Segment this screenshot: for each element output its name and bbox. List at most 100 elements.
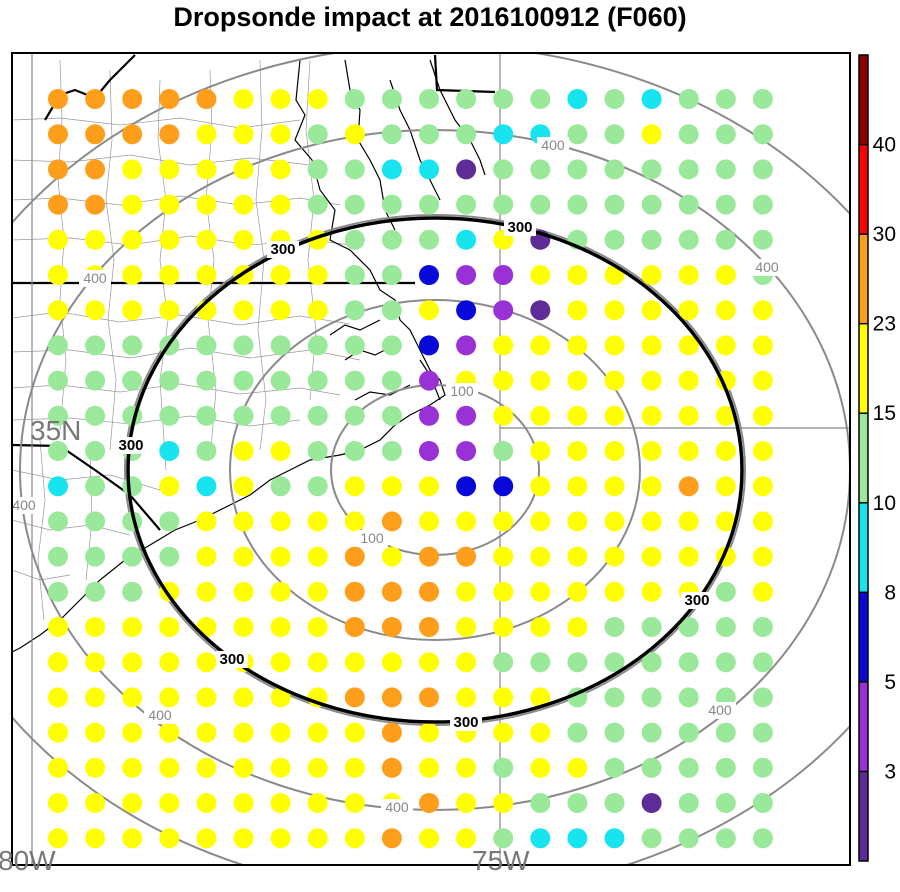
dropsonde-dot — [122, 546, 143, 567]
dropsonde-dot — [641, 370, 662, 391]
dropsonde-dot — [233, 335, 254, 356]
dropsonde-dot — [48, 194, 68, 215]
contour-label-bg — [450, 714, 482, 731]
lat-label-35n: 35N — [30, 415, 81, 446]
contour-label-bg — [115, 437, 147, 454]
dropsonde-dot — [233, 194, 254, 215]
dropsonde-dot — [159, 124, 180, 145]
dropsonde-dot — [604, 159, 625, 180]
dropsonde-dot — [85, 546, 106, 567]
dropsonde-dot — [604, 687, 625, 708]
dropsonde-dot — [678, 546, 699, 567]
colorbar-tick-label: 30 — [873, 223, 896, 246]
dropsonde-dot — [270, 793, 291, 813]
dropsonde-dot — [493, 124, 514, 145]
dropsonde-dot — [270, 722, 291, 743]
dropsonde-dot — [641, 793, 662, 813]
dropsonde-dot — [456, 194, 477, 215]
dropsonde-dot — [344, 546, 365, 567]
dropsonde-dot — [715, 300, 736, 321]
dropsonde-dot — [196, 546, 217, 567]
dropsonde-dot — [122, 370, 143, 391]
dropsonde-dot — [344, 722, 365, 743]
dropsonde-dot — [567, 722, 588, 743]
dropsonde-dot — [456, 581, 477, 602]
dropsonde-dot — [196, 370, 217, 391]
dropsonde-dot — [233, 300, 254, 321]
dropsonde-dot — [752, 194, 773, 215]
dropsonde-dot — [715, 511, 736, 532]
dropsonde-dot — [48, 229, 68, 250]
dropsonde-dot — [381, 300, 402, 321]
dropsonde-dot — [122, 617, 143, 637]
contour-label: 400 — [708, 702, 732, 718]
dropsonde-dot — [419, 89, 439, 109]
dropsonde-dot — [307, 581, 328, 602]
lon-label-80w: 80W — [0, 845, 56, 876]
dropsonde-dot — [604, 722, 625, 743]
dropsonde-dot — [530, 300, 551, 321]
dropsonde-dot — [122, 828, 143, 849]
dropsonde-dot — [493, 793, 514, 813]
dropsonde-dot — [270, 511, 291, 532]
dropsonde-dot — [233, 581, 254, 602]
dropsonde-dot — [48, 511, 68, 532]
contour-label-bg — [216, 651, 248, 668]
dropsonde-dot — [678, 441, 699, 461]
dropsonde-dot — [715, 124, 736, 145]
dropsonde-dot — [530, 405, 551, 426]
lon-label-75w: 75W — [472, 845, 530, 876]
dropsonde-dot — [419, 229, 439, 250]
dropsonde-dot — [752, 546, 773, 567]
contour-label: 400 — [541, 137, 565, 153]
dropsonde-dot — [456, 265, 477, 285]
dropsonde-dot — [678, 265, 699, 285]
dropsonde-dot — [270, 687, 291, 708]
dropsonde-dot — [307, 370, 328, 391]
dropsonde-dot — [715, 229, 736, 250]
dropsonde-dot — [752, 370, 773, 391]
contour-label-bg — [356, 530, 388, 547]
dropsonde-dot — [159, 89, 180, 109]
colorbar-frame — [858, 54, 869, 862]
dropsonde-dot — [159, 194, 180, 215]
dropsonde-dot — [48, 159, 68, 180]
dropsonde-dot — [752, 476, 773, 497]
dropsonde-dot — [641, 687, 662, 708]
dropsonde-dot — [752, 652, 773, 673]
dropsonde-dot — [567, 441, 588, 461]
dropsonde-dot — [381, 828, 402, 849]
contour-label: 400 — [755, 259, 779, 275]
dropsonde-dot — [48, 793, 68, 813]
dropsonde-dot — [641, 335, 662, 356]
dropsonde-dot — [493, 617, 514, 637]
dropsonde-dot — [419, 828, 439, 849]
dropsonde-dot — [270, 441, 291, 461]
dropsonde-dot — [567, 405, 588, 426]
dropsonde-dot — [715, 581, 736, 602]
dropsonde-dot — [715, 441, 736, 461]
dropsonde-dot — [419, 159, 439, 180]
dropsonde-dot — [530, 476, 551, 497]
dropsonde-dot — [381, 229, 402, 250]
dropsonde-dot — [344, 476, 365, 497]
dropsonde-dot — [159, 441, 180, 461]
dropsonde-dot — [85, 370, 106, 391]
dropsonde-dot — [85, 159, 106, 180]
colorbar-tick-label: 10 — [873, 492, 896, 515]
dropsonde-dot — [456, 476, 477, 497]
dropsonde-dot — [159, 405, 180, 426]
dropsonde-dot — [530, 793, 551, 813]
dropsonde-dot — [48, 300, 68, 321]
dropsonde-dot — [567, 159, 588, 180]
colorbar-segment — [859, 413, 868, 504]
dropsonde-dot — [307, 265, 328, 285]
dropsonde-dot — [456, 229, 477, 250]
dropsonde-dot — [270, 265, 291, 285]
dropsonde-dot — [196, 722, 217, 743]
contour-label-bg — [446, 383, 478, 400]
dropsonde-dot — [752, 617, 773, 637]
dropsonde-dot — [493, 511, 514, 532]
dropsonde-dot — [122, 652, 143, 673]
dropsonde-dot — [307, 159, 328, 180]
